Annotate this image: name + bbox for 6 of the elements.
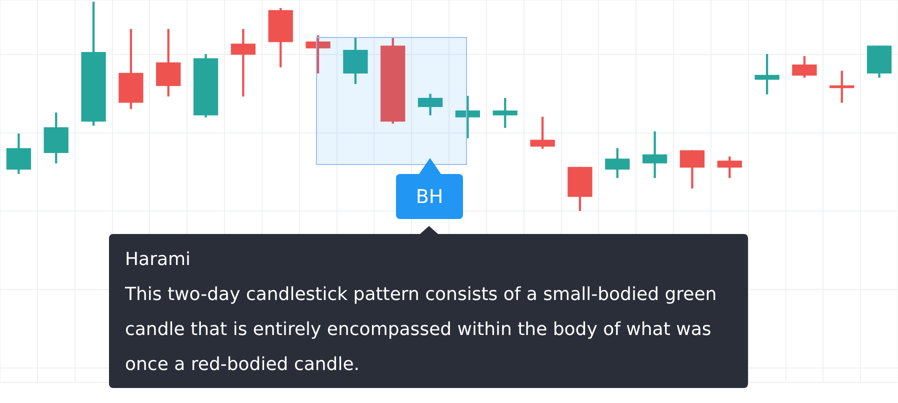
candlestick	[455, 96, 480, 138]
annotation: BH	[416, 186, 444, 208]
text: Harami	[125, 248, 192, 272]
text: This two-day candlestick pattern consists of a small-bodied green candle that is entirely encompassed within the body of what was once a red-bodied candle.	[125, 283, 718, 377]
candlestick	[230, 28, 256, 97]
candlestick	[642, 131, 668, 178]
